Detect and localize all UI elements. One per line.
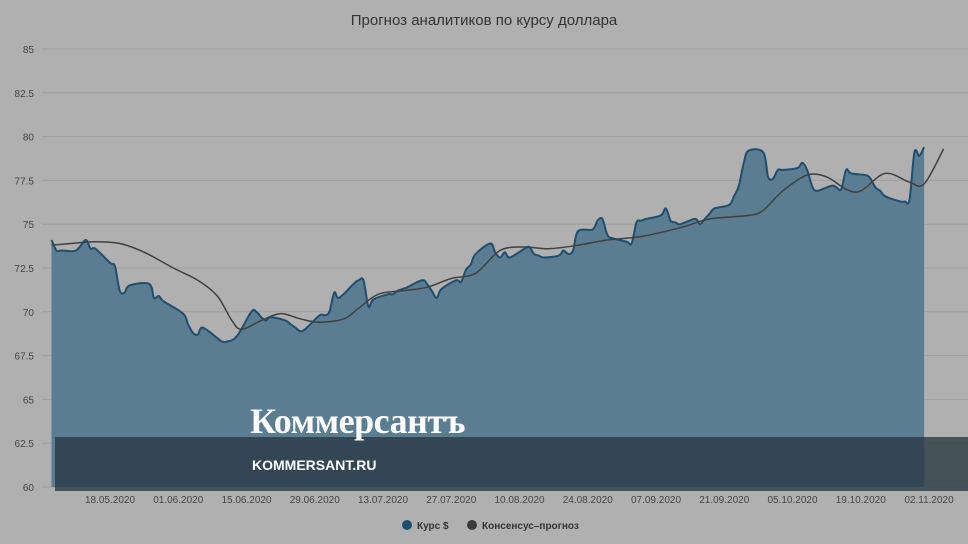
series-line-kurs <box>50 146 925 344</box>
y-tick-label: 70 <box>23 308 35 319</box>
x-tick-label: 01.06.2020 <box>153 495 203 506</box>
legend-label: Консенсус–прогноз <box>482 521 579 532</box>
watermark-band <box>55 437 968 491</box>
x-tick-label: 02.11.2020 <box>904 495 954 506</box>
legend-item-kurs[interactable]: Курс $ <box>402 520 449 532</box>
series-layer <box>50 146 945 487</box>
x-tick-label: 21.09.2020 <box>699 495 749 506</box>
y-tick-label: 72.5 <box>15 264 35 275</box>
x-tick-label: 24.08.2020 <box>563 495 613 506</box>
x-tick-label: 13.07.2020 <box>358 495 408 506</box>
y-tick-label: 75 <box>23 220 35 231</box>
series-area-kurs <box>51 147 925 487</box>
x-tick-label: 07.09.2020 <box>631 495 681 506</box>
chart-title: Прогноз аналитиков по курсу доллара <box>351 12 618 29</box>
x-tick-label: 27.07.2020 <box>426 495 476 506</box>
y-tick-label: 80 <box>23 133 35 144</box>
y-axis-ticks: 60 62.5 65 67.5 70 72.5 75 77.5 80 82.5 85 <box>15 45 35 494</box>
legend-marker-icon <box>467 520 477 530</box>
y-tick-label: 60 <box>23 483 35 494</box>
x-tick-label: 19.10.2020 <box>836 495 886 506</box>
y-tick-label: 62.5 <box>15 439 35 450</box>
watermark-url: KOMMERSANT.RU <box>252 457 377 473</box>
legend-item-consensus[interactable]: Консенсус–прогноз <box>467 520 579 532</box>
x-axis-ticks: 18.05.2020 01.06.2020 15.06.2020 29.06.2020… <box>85 495 954 506</box>
watermark-logo: Коммерсантъ <box>250 401 466 441</box>
y-tick-label: 85 <box>23 45 35 56</box>
legend[interactable]: Курс $ Консенсус–прогноз <box>402 520 579 532</box>
x-tick-label: 10.08.2020 <box>494 495 544 506</box>
x-tick-label: 18.05.2020 <box>85 495 135 506</box>
y-tick-label: 65 <box>23 395 35 406</box>
series-line-consensus <box>51 148 945 331</box>
y-tick-label: 67.5 <box>15 352 35 363</box>
y-tick-label: 82.5 <box>15 89 35 100</box>
legend-label: Курс $ <box>417 521 449 532</box>
x-tick-label: 15.06.2020 <box>221 495 271 506</box>
x-tick-label: 05.10.2020 <box>767 495 817 506</box>
y-tick-label: 77.5 <box>15 176 35 187</box>
legend-marker-icon <box>402 520 412 530</box>
x-tick-label: 29.06.2020 <box>290 495 340 506</box>
